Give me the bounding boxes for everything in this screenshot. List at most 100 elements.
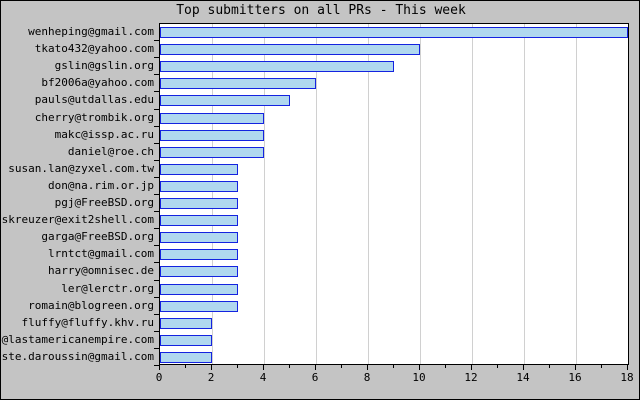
x-axis-tick-major: [471, 365, 472, 370]
y-axis-tick: [154, 228, 160, 230]
gridline: [628, 24, 629, 364]
y-axis-label: romain@blogreen.org: [28, 298, 154, 312]
x-axis-tick-minor: [445, 365, 446, 368]
y-axis-label: pauls@utdallas.edu: [34, 93, 154, 107]
y-axis-tick: [154, 296, 160, 298]
y-axis-label: harry@omnisec.de: [48, 264, 154, 278]
bar: [160, 283, 238, 295]
x-axis-tick-major: [367, 365, 368, 370]
bar: [160, 215, 238, 227]
bar: [160, 198, 238, 209]
bar: [160, 232, 238, 244]
bar: [160, 334, 212, 346]
x-axis-label: 16: [568, 371, 582, 384]
x-axis-tick-minor: [497, 365, 498, 368]
y-axis-tick: [154, 262, 160, 264]
bar: [160, 163, 238, 175]
bar: [160, 146, 264, 158]
y-axis-label: eo@lastamericanempire.com: [0, 332, 154, 346]
gridline: [368, 24, 369, 364]
y-axis-label: fluffy@fluffy.khv.ru: [21, 315, 154, 329]
x-axis-tick-major: [575, 365, 576, 370]
y-axis-tick: [154, 194, 160, 195]
y-axis-tick: [154, 142, 160, 144]
y-axis-tick: [154, 159, 160, 161]
x-axis-tick-minor: [289, 365, 290, 368]
x-axis-labels: 0 2 4 6 8 10 12 14 16 18: [155, 371, 634, 387]
bar: [160, 266, 238, 278]
y-axis-tick: [154, 125, 160, 127]
bar: [160, 112, 264, 124]
y-axis-tick: [154, 313, 160, 315]
plot-area: [159, 23, 629, 365]
y-axis-label: tiste.daroussin@gmail.com: [0, 349, 154, 363]
x-axis-tick-minor: [393, 365, 394, 368]
y-axis-label: lrntct@gmail.com: [48, 247, 154, 261]
x-axis-tick-minor: [601, 365, 602, 368]
bar: [160, 300, 238, 312]
gridline: [212, 24, 213, 364]
y-axis-tick: [154, 176, 160, 178]
y-axis-label: tkato432@yahoo.com: [34, 42, 154, 56]
x-axis-label: 12: [464, 371, 478, 384]
x-axis-label: 6: [311, 371, 319, 384]
gridline: [472, 24, 473, 364]
y-axis-tick: [154, 74, 160, 76]
y-axis-label: makc@issp.ac.ru: [54, 127, 154, 141]
y-axis-tick: [154, 279, 160, 281]
x-axis-tick-major: [315, 365, 316, 370]
y-axis-label: skreuzer@exit2shell.com: [1, 213, 154, 227]
x-axis-label: 10: [412, 371, 426, 384]
x-axis-tick-minor: [341, 365, 342, 368]
x-axis-tick-minor: [185, 365, 186, 368]
gridline: [420, 24, 421, 364]
y-axis-tick: [154, 330, 160, 332]
y-axis-label: don@na.rim.or.jp: [48, 178, 154, 192]
x-axis-tick-minor: [237, 365, 238, 368]
y-axis-label: gslin@gslin.org: [54, 59, 154, 73]
bar: [160, 180, 238, 192]
x-axis-tick-major: [419, 365, 420, 370]
bar: [160, 249, 238, 261]
x-axis-tick-major: [159, 365, 160, 370]
bar: [160, 129, 264, 141]
y-axis-tick: [154, 365, 160, 366]
x-axis-tick-major: [211, 365, 212, 370]
x-axis-label: 4: [259, 371, 267, 384]
bar: [160, 351, 212, 363]
x-axis-label: 2: [207, 371, 215, 384]
gridline: [524, 24, 525, 364]
y-axis-tick: [154, 245, 160, 247]
y-axis-label: ler@lerctr.org: [61, 281, 154, 295]
bar: [160, 61, 394, 73]
x-axis-label: 8: [363, 371, 371, 384]
bar: [160, 317, 212, 329]
y-axis-tick: [154, 108, 160, 110]
y-axis-tick: [154, 211, 160, 213]
gridline: [576, 24, 577, 364]
y-axis-label: wenheping@gmail.com: [28, 25, 154, 39]
x-axis-tick-major: [627, 365, 628, 370]
x-axis-tick-major: [263, 365, 264, 370]
x-axis-label: 0: [155, 371, 163, 384]
y-axis-label: cherry@trombik.org: [34, 110, 154, 124]
bar: [160, 27, 628, 38]
chart-title: Top submitters on all PRs - This week: [176, 3, 466, 18]
y-axis-label: susan.lan@zyxel.com.tw: [8, 161, 154, 175]
y-axis-tick: [154, 91, 160, 93]
x-axis-tick-minor: [549, 365, 550, 368]
x-axis-label: 14: [516, 371, 530, 384]
x-axis-tick-major: [523, 365, 524, 370]
bar: [160, 44, 420, 56]
bar: [160, 78, 316, 90]
y-axis-tick: [154, 57, 160, 59]
gridline: [316, 24, 317, 364]
bar: [160, 95, 290, 107]
y-axis-label: garga@FreeBSD.org: [41, 230, 154, 244]
y-axis-labels: wenheping@gmail.com tkato432@yahoo.com gsl…: [1, 23, 157, 365]
y-axis-tick: [154, 40, 160, 42]
y-axis-ticks: [153, 23, 160, 366]
x-axis-ticks: [159, 365, 629, 371]
y-axis-label: bf2006a@yahoo.com: [41, 76, 154, 90]
